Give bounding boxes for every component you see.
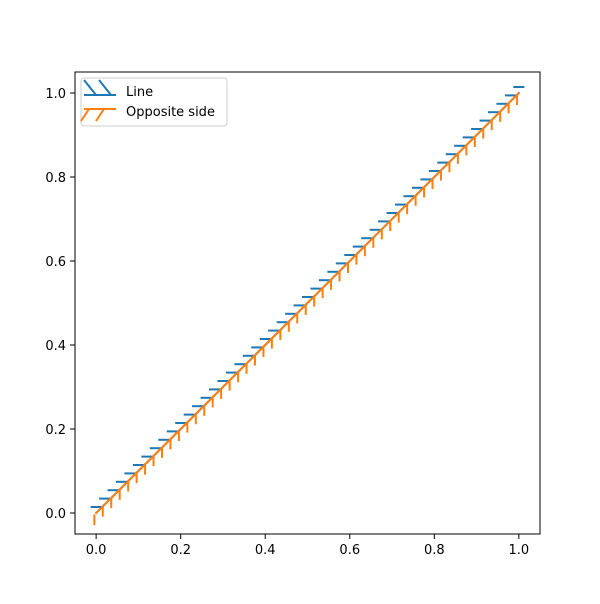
x-tick-label: 0.8 [424,543,445,558]
y-tick-label: 0.2 [45,423,66,438]
x-tick-label: 0.0 [86,543,107,558]
series-opposite-side [93,91,521,525]
x-tick-label: 0.2 [170,543,191,558]
legend: Line Opposite side [80,77,228,127]
legend-hatch-sample [80,108,90,122]
y-tick-label: 0.6 [45,255,66,270]
legend-label: Opposite side [126,105,215,120]
legend-hatch-sample [95,108,105,122]
series-line [94,91,521,515]
legend-box [80,77,228,127]
legend-entry: Line [83,79,153,100]
y-tick-label: 1.0 [45,87,66,102]
legend-label: Line [126,85,153,100]
legend-hatch-sample [98,79,112,96]
series-layer [90,86,525,525]
x-tick-label: 0.4 [255,543,276,558]
plot-frame [74,71,541,535]
x-tick-label: 0.6 [339,543,360,558]
legend-hatch-sample [83,79,97,96]
y-tick-label: 0.4 [45,339,66,354]
axes-layer: 0.0 0.2 0.4 0.6 0.8 1.0 0.0 0.2 0.4 0.6 0.8 1.0 [45,71,541,558]
y-tick-label: 0.0 [45,507,66,522]
legend-entry: Opposite side [80,105,215,122]
x-tick-label: 1.0 [509,543,530,558]
y-tick-label: 0.8 [45,171,66,186]
